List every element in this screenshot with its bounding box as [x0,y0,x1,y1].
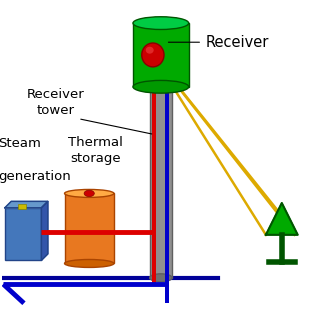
Ellipse shape [142,43,164,67]
Bar [5,208,42,260]
Bar [150,90,172,278]
Text: Thermal
storage: Thermal storage [68,136,123,165]
Ellipse shape [65,189,114,197]
Ellipse shape [65,260,114,268]
Polygon shape [5,201,48,208]
Ellipse shape [146,47,154,54]
Polygon shape [42,201,48,260]
Ellipse shape [84,190,94,196]
Ellipse shape [133,17,189,29]
Bar [65,193,114,263]
Text: Steam: Steam [0,138,41,150]
Text: Receiver: Receiver [205,35,269,50]
Text: generation: generation [0,170,71,182]
Bar [18,204,26,209]
Bar [165,84,169,303]
Text: Receiver
tower: Receiver tower [27,88,85,117]
Bar [152,65,156,284]
Polygon shape [266,203,298,235]
Bar [133,23,189,87]
Ellipse shape [133,80,189,93]
Ellipse shape [150,274,172,282]
